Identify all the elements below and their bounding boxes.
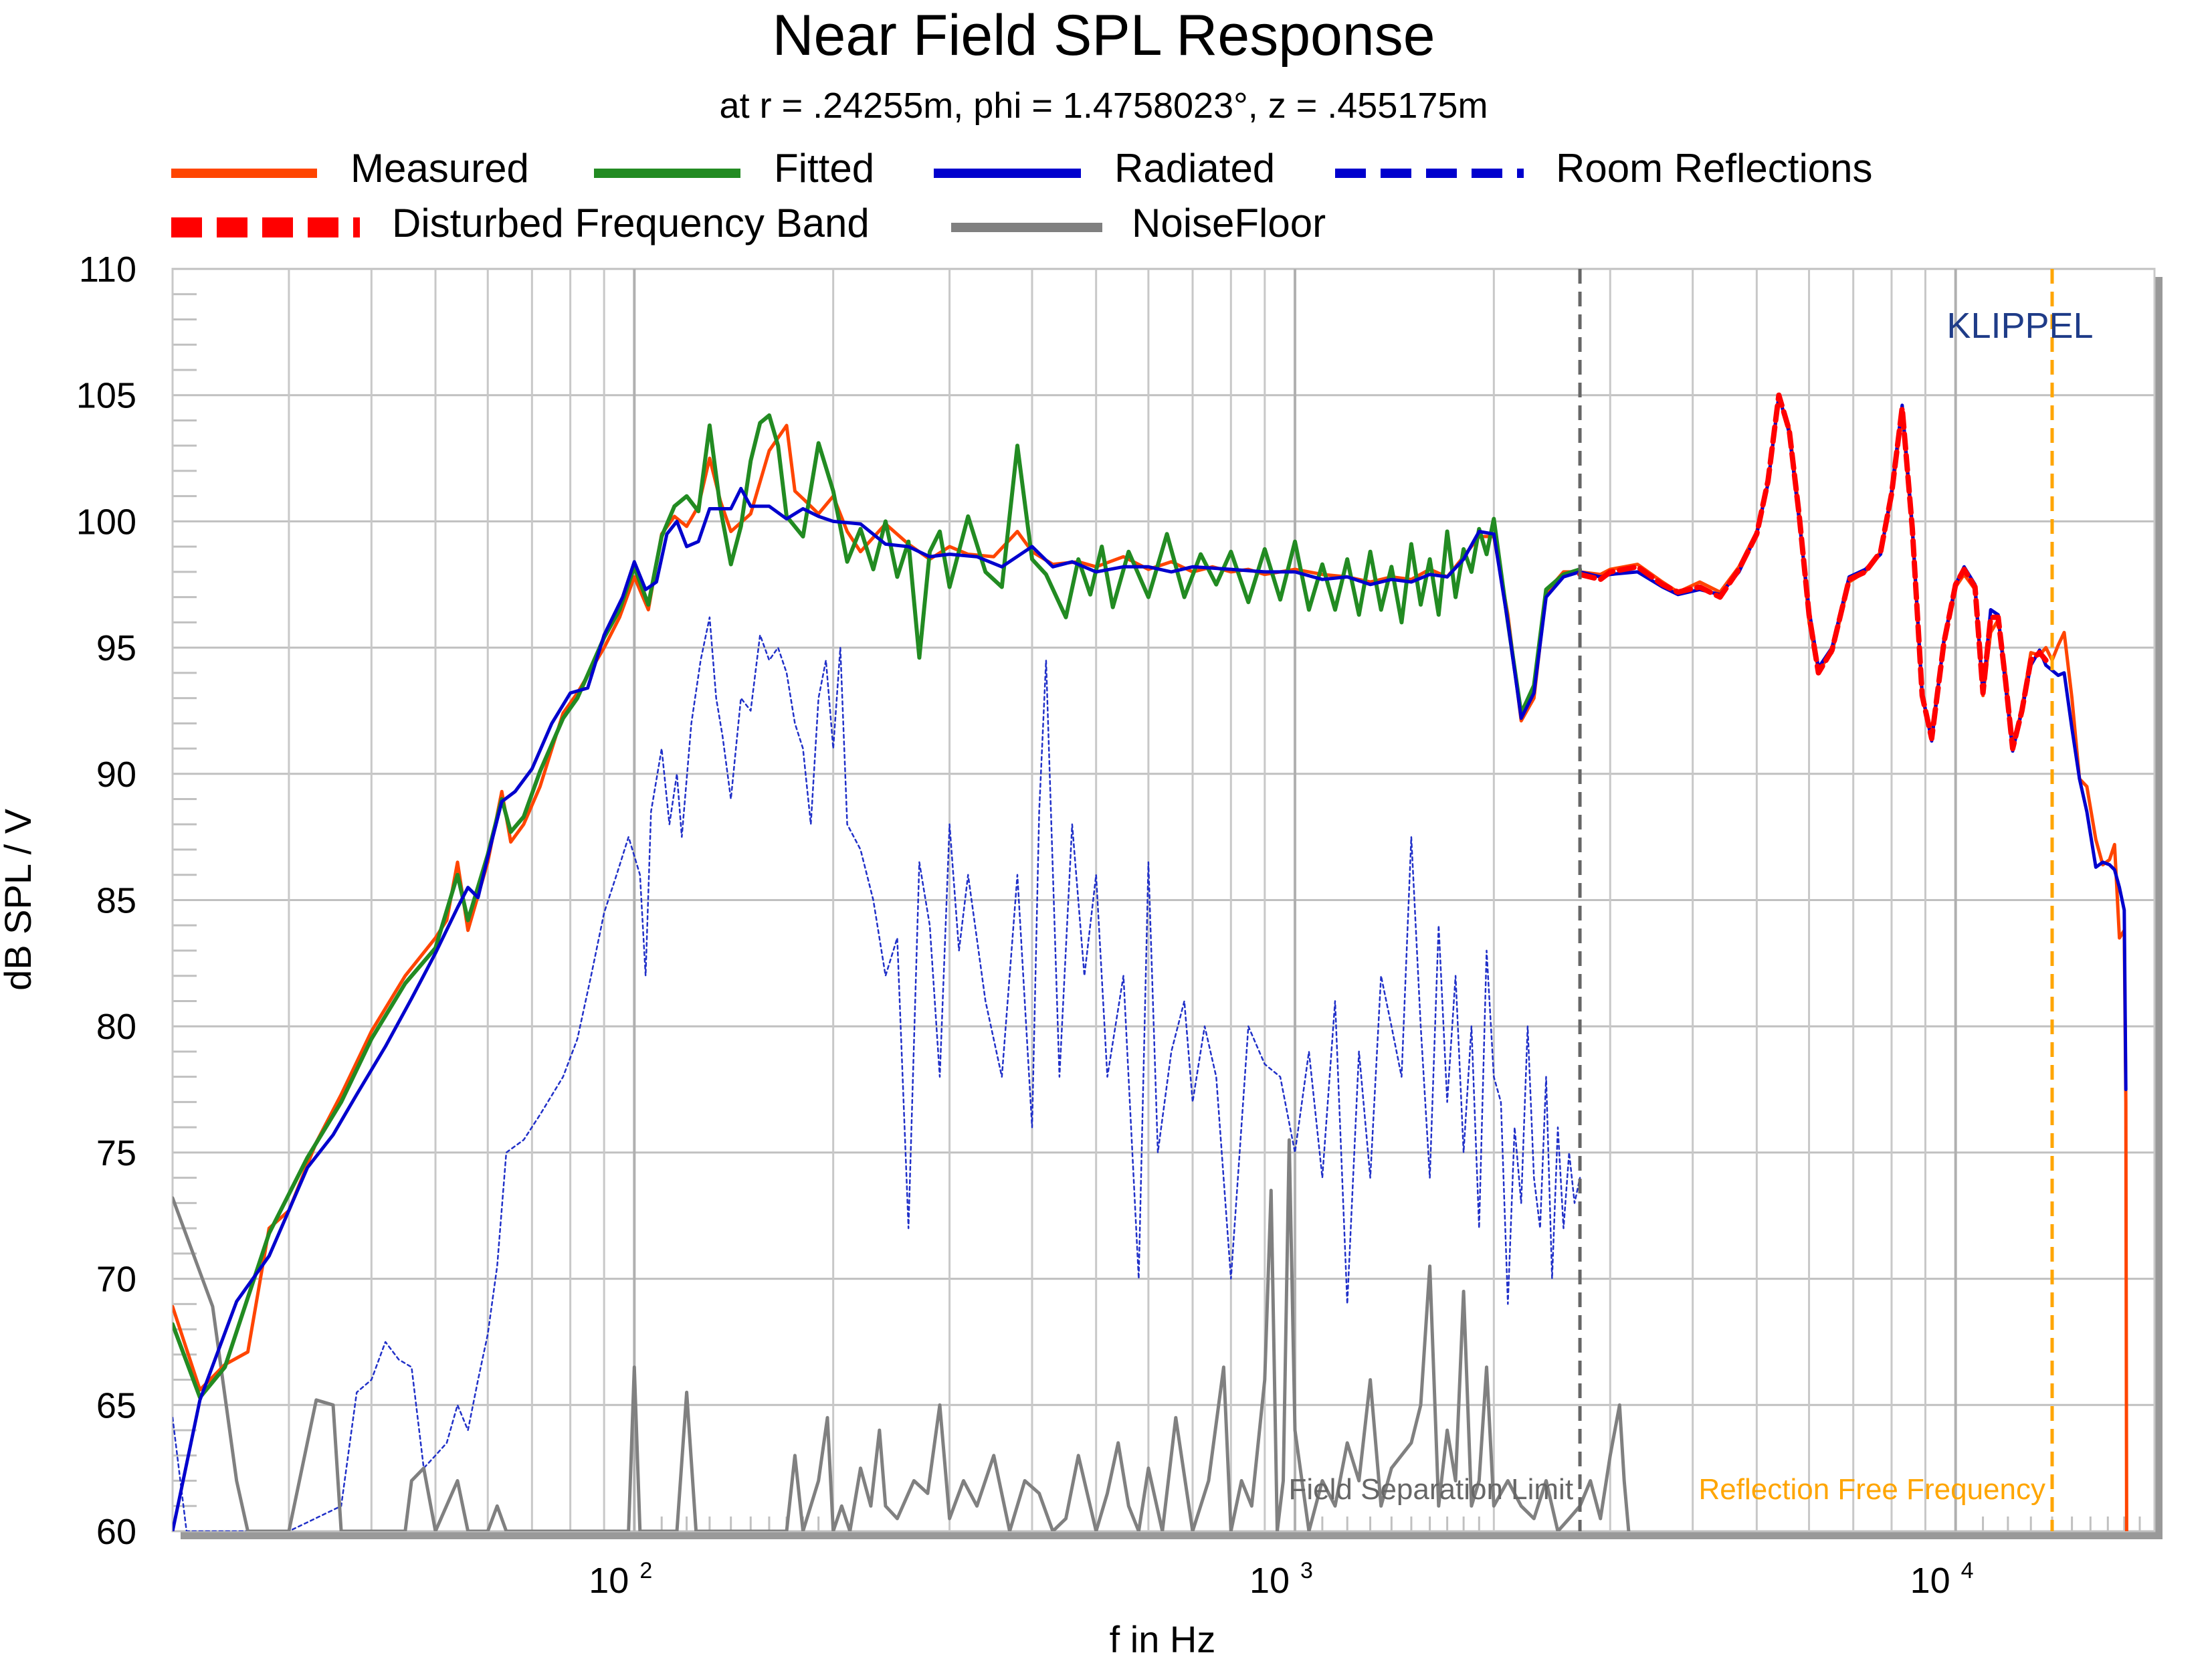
legend-label-noisefloor: NoiseFloor bbox=[1132, 201, 1326, 246]
x-tick-base: 10 bbox=[1249, 1561, 1290, 1601]
x-tick-base: 10 bbox=[589, 1561, 629, 1601]
vline-layer: Field Separation Limit Reflection Free Fr… bbox=[1289, 269, 2054, 1531]
y-tick-labels: 60 65 70 75 80 85 90 95 100 105 110 bbox=[76, 250, 136, 1552]
y-tick-label: 85 bbox=[96, 881, 136, 921]
legend-label-disturbed-band: Disturbed Frequency Band bbox=[392, 201, 870, 246]
y-axis-label: dB SPL / V bbox=[0, 808, 39, 991]
x-tick-labels: 10 2 10 3 10 4 bbox=[589, 1558, 1973, 1601]
series-fitted bbox=[173, 413, 1583, 1399]
legend-label-room-reflections: Room Reflections bbox=[1556, 146, 1873, 191]
x-tick-exponent: 3 bbox=[1300, 1558, 1313, 1583]
legend-label-measured: Measured bbox=[350, 146, 529, 191]
reflection-free-frequency-label: Reflection Free Frequency bbox=[1699, 1473, 2045, 1506]
y-tick-label: 70 bbox=[96, 1260, 136, 1300]
y-tick-label: 65 bbox=[96, 1385, 136, 1426]
field-separation-limit-label: Field Separation Limit bbox=[1289, 1473, 1574, 1506]
y-tick-label: 90 bbox=[96, 755, 136, 795]
series-room-reflections bbox=[173, 616, 1581, 1531]
y-tick-label: 75 bbox=[96, 1133, 136, 1173]
x-tick-label: 10 4 bbox=[1910, 1558, 1974, 1601]
x-tick-exponent: 4 bbox=[1961, 1558, 1974, 1583]
y-tick-label: 80 bbox=[96, 1007, 136, 1047]
x-tick-label: 10 3 bbox=[1249, 1558, 1313, 1601]
y-tick-label: 105 bbox=[76, 376, 136, 416]
brand-logo-text: KLIPPEL bbox=[1946, 306, 2093, 346]
series-layer bbox=[173, 392, 2128, 1531]
y-tick-label: 95 bbox=[96, 628, 136, 668]
y-tick-label: 100 bbox=[76, 502, 136, 542]
x-axis-label: f in Hz bbox=[1110, 1618, 1216, 1659]
grid-layer bbox=[171, 268, 2156, 1533]
legend-label-fitted: Fitted bbox=[774, 146, 874, 191]
legend-label-radiated: Radiated bbox=[1114, 146, 1275, 191]
y-tick-label: 110 bbox=[79, 250, 136, 290]
y-tick-label: 60 bbox=[96, 1512, 136, 1552]
chart-subtitle: at r = .24255m, phi = 1.4758023°, z = .4… bbox=[720, 86, 1488, 126]
series-noisefloor bbox=[173, 1138, 1631, 1531]
chart-title: Near Field SPL Response bbox=[772, 3, 1435, 68]
series-disturbed-frequency-band bbox=[1577, 392, 2049, 752]
x-tick-label: 10 2 bbox=[589, 1558, 652, 1601]
x-tick-exponent: 2 bbox=[639, 1558, 652, 1583]
legend: Measured Fitted Radiated Room Reflection… bbox=[171, 146, 1873, 246]
x-tick-base: 10 bbox=[1910, 1561, 1950, 1601]
